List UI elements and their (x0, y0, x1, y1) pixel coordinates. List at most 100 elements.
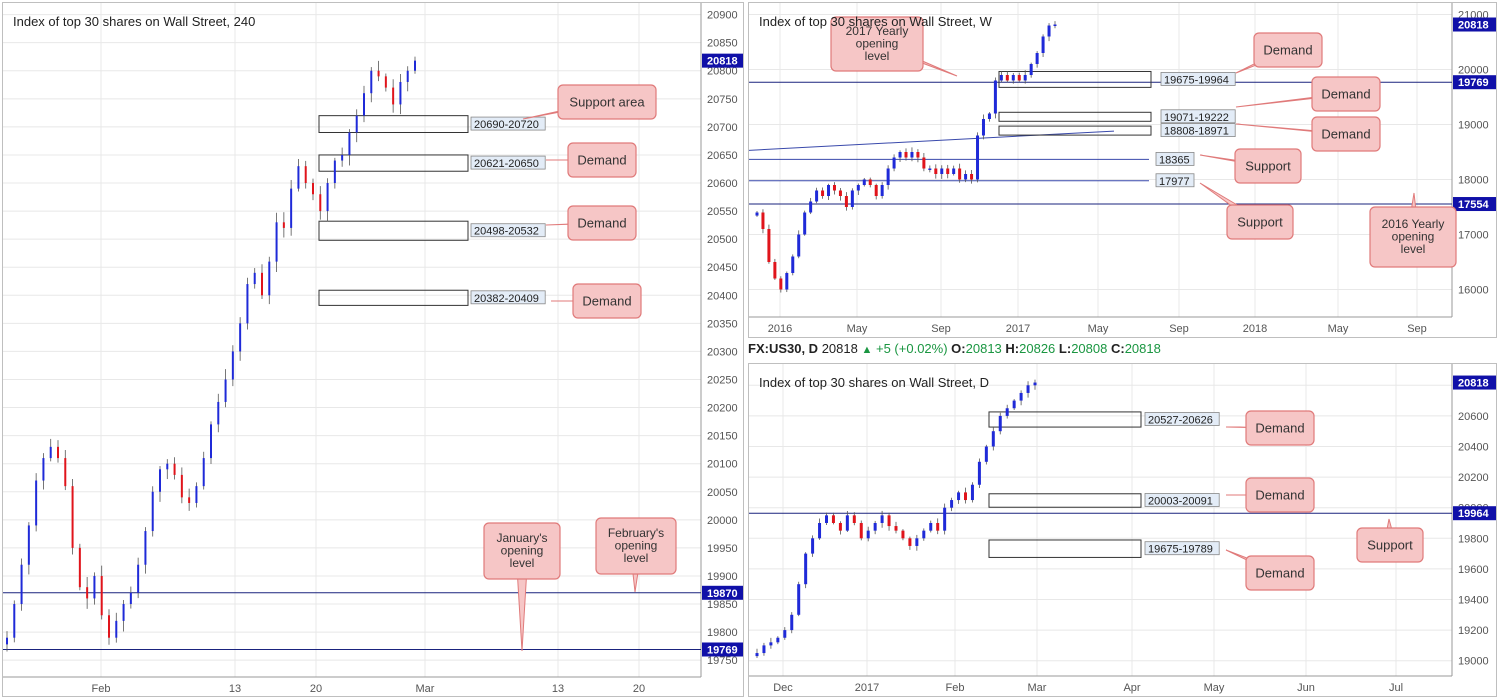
y-tick-label: 20900 (707, 10, 738, 22)
last-price-tag (702, 53, 743, 68)
candle-body (952, 168, 956, 174)
candle-body (998, 415, 1002, 432)
candle-body (210, 424, 212, 459)
y-tick-label: 19200 (1458, 625, 1489, 637)
last-price-label: 20818 (707, 56, 738, 68)
candle-body (957, 492, 961, 501)
candle-body (129, 592, 132, 605)
zone-label: 20382-20409 (474, 293, 539, 305)
x-tick-label: Apr (1123, 682, 1140, 694)
x-tick-label: May (1088, 323, 1109, 335)
candle-body (202, 458, 205, 487)
candle-body (231, 351, 234, 380)
close-value: 20818 (1124, 341, 1161, 356)
y-tick-label: 20000 (707, 515, 738, 527)
chart-weekly[interactable]: Index of top 30 shares on Wall Street, W… (748, 2, 1497, 338)
y-tick-label: 19900 (707, 571, 738, 583)
candle-body (333, 160, 336, 184)
candle-body (86, 587, 89, 599)
candle-body (762, 645, 766, 654)
callout-text: opening (615, 539, 658, 553)
level-price-tag (702, 585, 743, 600)
candle-body (868, 179, 872, 185)
candle-body (13, 604, 16, 638)
level-label-box (1155, 173, 1195, 188)
x-tick-label: 20 (310, 683, 322, 695)
candle-body (901, 530, 905, 539)
callout-box (830, 16, 924, 72)
low-value: 20808 (1071, 341, 1108, 356)
chart-daily-svg[interactable]: 1900019200194001960019800200002020020400… (749, 364, 1497, 697)
candle-body (384, 76, 387, 88)
zone-label-box (1144, 541, 1220, 556)
chart-240-svg[interactable]: 19750 19800 19850 19900 19950 20000 20050 20100… (3, 3, 744, 697)
candle-body (991, 431, 995, 447)
candle-body (78, 547, 81, 588)
candle-body (49, 446, 52, 459)
candle-body (785, 273, 789, 290)
y-tick-label: 20100 (707, 459, 738, 471)
callout-text: Demand (1255, 566, 1304, 581)
candle-body (188, 497, 191, 503)
candle-body (922, 530, 926, 539)
candle-body (940, 168, 944, 174)
high-value: 20826 (1019, 341, 1056, 356)
y-tick-label: 17000 (1458, 230, 1489, 242)
candle-body (987, 113, 991, 119)
candle-body (180, 474, 183, 498)
candle-body (1035, 53, 1039, 64)
chart-title: Index of top 30 shares on Wall Street, W (759, 14, 992, 29)
x-tick-label: Jun (1297, 682, 1315, 694)
candle-body (803, 212, 807, 235)
candle-body (856, 185, 860, 191)
level-price-tag (702, 642, 743, 657)
chart-240[interactable]: Index of top 30 shares on Wall Street, 2… (2, 2, 744, 697)
candle-body (873, 523, 877, 531)
high-label: H: (1005, 341, 1020, 356)
y-tick-label: 20050 (707, 487, 738, 499)
candle-body (859, 523, 863, 539)
candle-body (776, 637, 780, 643)
candle-body (904, 152, 908, 158)
level-label-box (1155, 152, 1195, 166)
candle-body (195, 486, 198, 503)
change-value: +5 (+0.02%) (876, 341, 948, 356)
x-tick-label: 2017 (855, 682, 879, 694)
y-tick-label: 19800 (1458, 533, 1489, 545)
candle-body (755, 212, 759, 216)
candle-body (958, 168, 962, 180)
callout-box (595, 517, 677, 575)
candle-body (71, 486, 74, 548)
candle-body (1047, 25, 1051, 37)
candle-body (261, 272, 263, 296)
level-label: 18365 (1159, 154, 1190, 166)
x-tick-label: 2016 (768, 323, 792, 335)
candle-body (936, 523, 940, 531)
x-tick-label: Feb (946, 682, 965, 694)
zone-label-box (1144, 412, 1220, 426)
candle-body (825, 515, 828, 523)
x-tick-label: 2017 (1006, 323, 1030, 335)
y-tick-label: 20650 (707, 150, 738, 162)
callout-text: opening (1392, 230, 1435, 244)
y-tick-label: 20600 (1458, 411, 1489, 423)
candle-body (838, 190, 842, 196)
y-tick-label: 20150 (707, 431, 738, 443)
callout-text: Demand (582, 294, 631, 309)
chart-daily[interactable]: Index of top 30 shares on Wall Street, D… (748, 363, 1497, 697)
candle-body (1033, 382, 1037, 386)
symbol-info-bar: FX:US30, D 20818 ▲ +5 (+0.02%) O:20813 H… (748, 341, 1161, 359)
candle-body (767, 229, 771, 262)
candle-body (151, 491, 154, 532)
callout-text: January's (497, 531, 548, 545)
last-price-tag (1453, 375, 1496, 390)
candle-body (910, 152, 914, 158)
level-label: 17977 (1159, 176, 1190, 188)
candle-body (934, 168, 938, 174)
zone-label: 19675-19789 (1148, 544, 1213, 556)
x-tick-label: Sep (1169, 323, 1189, 335)
callout-box (1311, 116, 1381, 152)
callout-box (1226, 204, 1294, 240)
zone-box (998, 125, 1152, 136)
